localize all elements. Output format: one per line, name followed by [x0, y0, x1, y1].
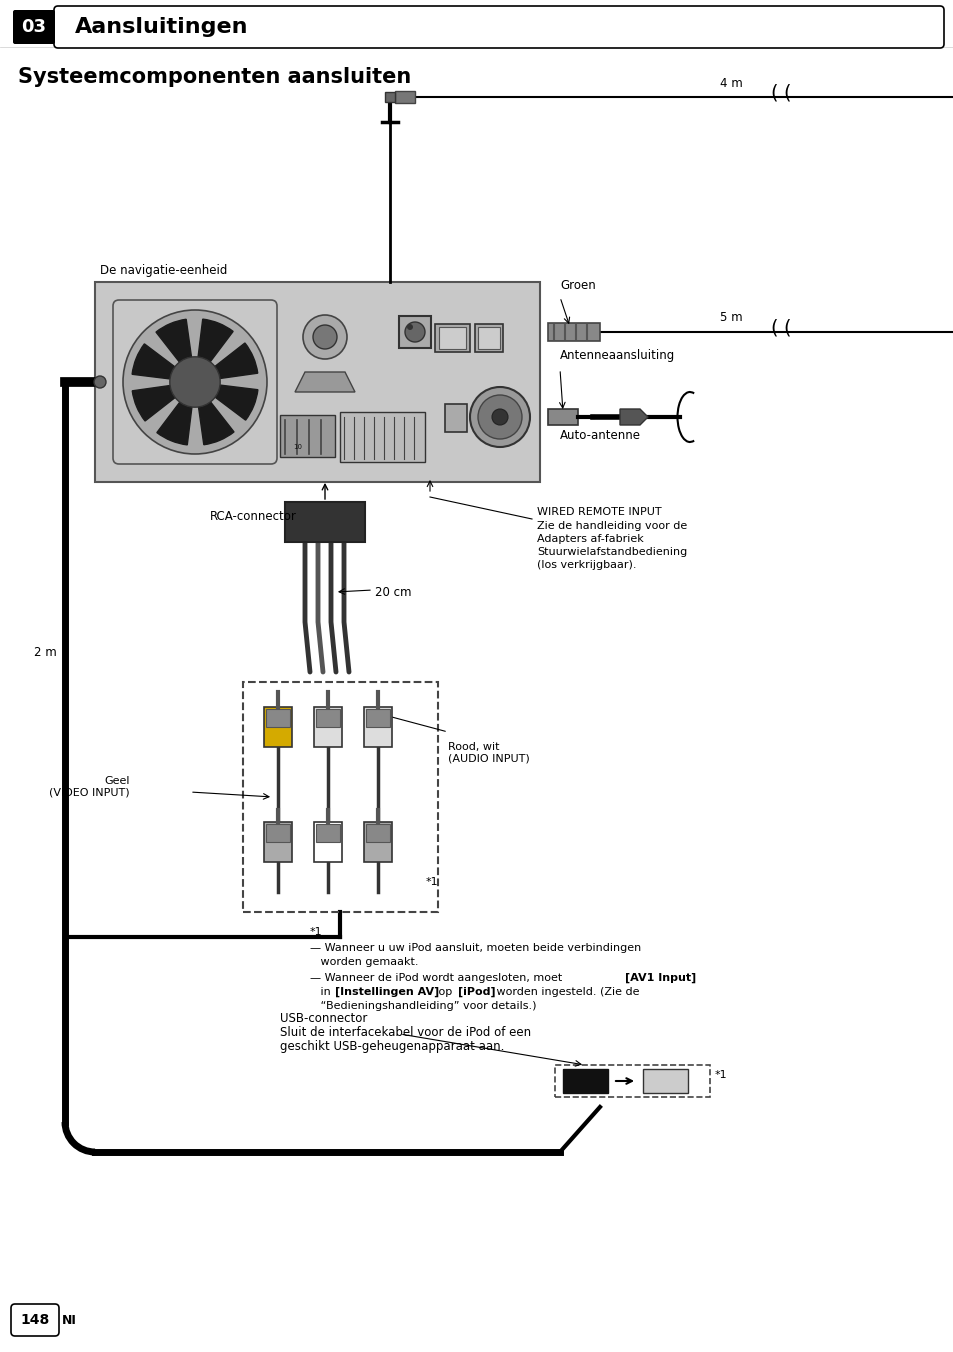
Bar [438, 327, 465, 349]
Bar [364, 707, 392, 748]
Wedge shape [156, 383, 194, 445]
Bar [95, 283, 539, 483]
Polygon shape [619, 410, 647, 425]
Bar [366, 823, 390, 842]
Bar [444, 404, 467, 433]
Text: — Wanneer u uw iPod aansluit, moeten beide verbindingen: — Wanneer u uw iPod aansluit, moeten bei… [310, 942, 640, 953]
Text: (: ( [782, 319, 790, 338]
Text: Rood, wit
(AUDIO INPUT): Rood, wit (AUDIO INPUT) [448, 742, 529, 764]
Text: Aansluitingen: Aansluitingen [75, 18, 248, 37]
Wedge shape [194, 343, 257, 383]
Text: Groen: Groen [559, 279, 595, 292]
Text: op: op [435, 987, 456, 996]
Wedge shape [194, 383, 257, 420]
Text: worden gemaakt.: worden gemaakt. [310, 957, 418, 967]
FancyBboxPatch shape [54, 5, 943, 49]
Text: Zie de handleiding voor de: Zie de handleiding voor de [537, 521, 686, 531]
Text: *1: *1 [310, 927, 322, 937]
Text: Systeemcomponenten aansluiten: Systeemcomponenten aansluiten [18, 68, 411, 87]
Text: (los verkrijgbaar).: (los verkrijgbaar). [537, 560, 636, 571]
Circle shape [313, 324, 336, 349]
Text: — Wanneer de iPod wordt aangesloten, moet: — Wanneer de iPod wordt aangesloten, moe… [310, 973, 565, 983]
Text: De navigatie-eenheid: De navigatie-eenheid [100, 264, 227, 277]
Text: Stuurwielafstandbediening: Stuurwielafstandbediening [537, 548, 686, 557]
Circle shape [407, 324, 413, 330]
Bar [562, 1069, 607, 1092]
Bar [264, 707, 292, 748]
Text: (: ( [782, 84, 790, 103]
FancyBboxPatch shape [11, 1303, 59, 1336]
FancyBboxPatch shape [13, 9, 55, 45]
Text: (: ( [769, 319, 777, 338]
Bar [364, 822, 392, 863]
Bar [314, 707, 341, 748]
Text: *1: *1 [714, 1069, 727, 1080]
Circle shape [123, 310, 267, 454]
Text: “Bedieningshandleiding” voor details.): “Bedieningshandleiding” voor details.) [310, 1000, 536, 1011]
Bar [339, 412, 424, 462]
Polygon shape [294, 372, 355, 392]
Text: geschikt USB-geheugenapparaat aan.: geschikt USB-geheugenapparaat aan. [280, 1040, 504, 1053]
Text: *1: *1 [426, 877, 438, 887]
Text: 20 cm: 20 cm [375, 585, 411, 599]
Bar [315, 708, 339, 727]
Bar [280, 415, 335, 457]
Text: Geel
(VIDEO INPUT): Geel (VIDEO INPUT) [50, 776, 130, 798]
Text: (: ( [769, 84, 777, 103]
Wedge shape [194, 383, 233, 445]
Text: Antenneaansluiting: Antenneaansluiting [559, 349, 675, 362]
Text: Hoofdstuk: Hoofdstuk [18, 14, 71, 24]
Circle shape [170, 357, 220, 407]
Bar [398, 316, 431, 347]
Wedge shape [194, 319, 233, 383]
Bar [264, 822, 292, 863]
Bar [475, 324, 502, 352]
Bar [314, 822, 341, 863]
Text: [iPod]: [iPod] [457, 987, 496, 998]
Text: RCA-connector: RCA-connector [210, 510, 296, 523]
Bar [547, 410, 578, 425]
Text: WIRED REMOTE INPUT: WIRED REMOTE INPUT [537, 507, 661, 516]
Circle shape [492, 410, 507, 425]
Bar [285, 502, 365, 542]
Bar [435, 324, 470, 352]
Text: [Instellingen AV]: [Instellingen AV] [335, 987, 438, 998]
Text: 03: 03 [22, 18, 47, 37]
Text: Adapters af-fabriek: Adapters af-fabriek [537, 534, 643, 544]
Text: NI: NI [62, 1314, 77, 1326]
Text: worden ingesteld. (Zie de: worden ingesteld. (Zie de [493, 987, 639, 996]
Bar [266, 823, 290, 842]
Bar [477, 327, 499, 349]
Text: Auto-antenne: Auto-antenne [559, 429, 640, 442]
Bar [243, 681, 437, 913]
Bar [547, 323, 599, 341]
Text: 5 m: 5 m [720, 311, 741, 324]
Bar [266, 708, 290, 727]
Bar [642, 1069, 687, 1092]
Text: USB-connector: USB-connector [280, 1013, 367, 1025]
Circle shape [303, 315, 347, 360]
Circle shape [477, 395, 521, 439]
Wedge shape [132, 383, 194, 420]
Bar [395, 91, 415, 103]
Text: Sluit de interfacekabel voor de iPod of een: Sluit de interfacekabel voor de iPod of … [280, 1026, 531, 1038]
Bar [555, 1065, 709, 1096]
Circle shape [94, 376, 106, 388]
Text: 4 m: 4 m [720, 77, 742, 91]
Circle shape [470, 387, 530, 448]
Bar [366, 708, 390, 727]
Text: 10: 10 [294, 443, 302, 450]
Text: 148: 148 [20, 1313, 50, 1328]
Bar [315, 823, 339, 842]
Circle shape [405, 322, 424, 342]
Text: 2 m: 2 m [34, 645, 57, 658]
Wedge shape [132, 343, 194, 383]
Text: [AV1 Input]: [AV1 Input] [624, 973, 696, 983]
Wedge shape [156, 319, 194, 383]
Bar [385, 92, 395, 101]
Text: in: in [310, 987, 334, 996]
